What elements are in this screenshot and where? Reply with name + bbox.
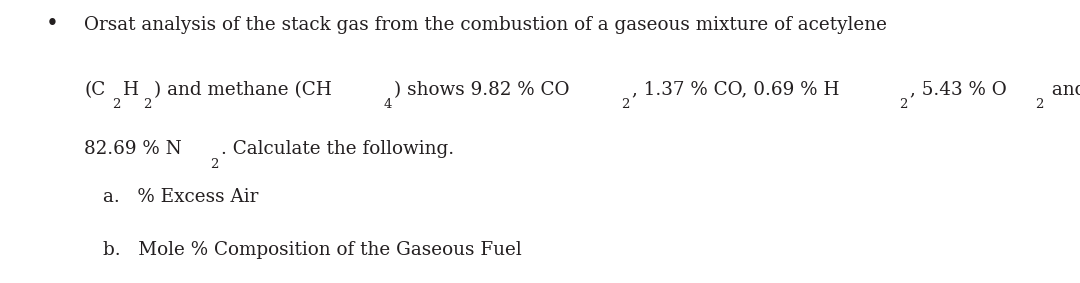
Text: , 5.43 % O: , 5.43 % O	[910, 81, 1007, 99]
Text: 2: 2	[111, 98, 120, 112]
Text: 2: 2	[900, 98, 908, 112]
Text: , 1.37 % CO, 0.69 % H: , 1.37 % CO, 0.69 % H	[632, 81, 839, 99]
Text: 2: 2	[211, 158, 219, 171]
Text: (C: (C	[84, 81, 106, 99]
Text: •: •	[45, 13, 58, 35]
Text: Orsat analysis of the stack gas from the combustion of a gaseous mixture of acet: Orsat analysis of the stack gas from the…	[84, 16, 888, 34]
Text: 2: 2	[144, 98, 151, 112]
Text: and: and	[1045, 81, 1080, 99]
Text: ) shows 9.82 % CO: ) shows 9.82 % CO	[394, 81, 570, 99]
Text: H: H	[122, 81, 138, 99]
Text: 82.69 % N: 82.69 % N	[84, 140, 183, 158]
Text: . Calculate the following.: . Calculate the following.	[221, 140, 455, 158]
Text: b.   Mole % Composition of the Gaseous Fuel: b. Mole % Composition of the Gaseous Fue…	[103, 241, 522, 259]
Text: ) and methane (CH: ) and methane (CH	[154, 81, 332, 99]
Text: 2: 2	[1035, 98, 1043, 112]
Text: 4: 4	[383, 98, 392, 112]
Text: 2: 2	[621, 98, 630, 112]
Text: a.   % Excess Air: a. % Excess Air	[103, 188, 258, 206]
